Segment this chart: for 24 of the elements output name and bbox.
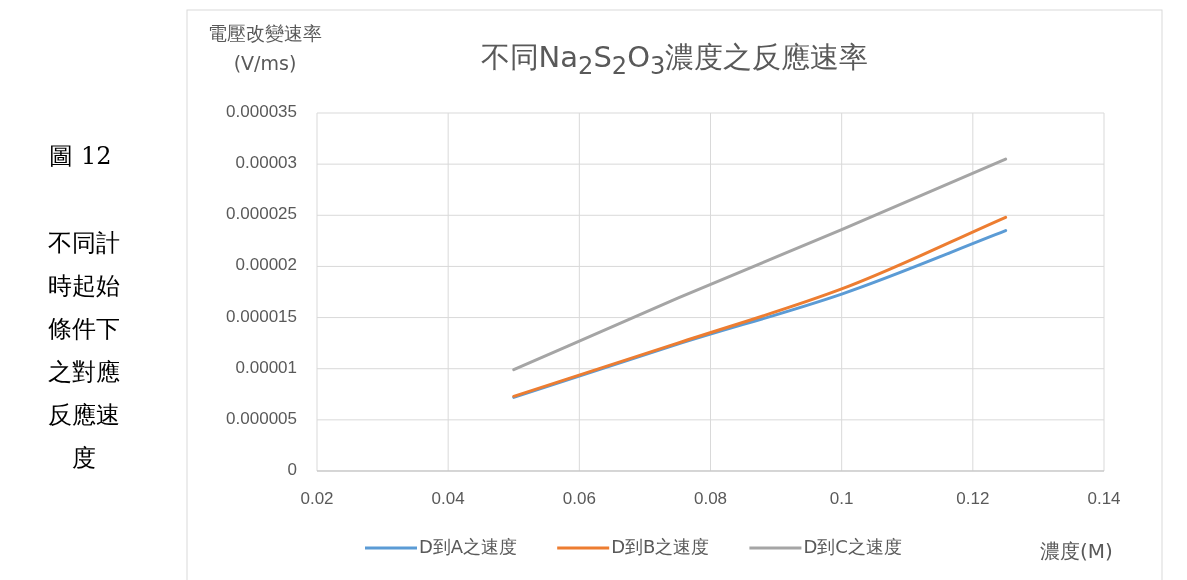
legend-label: D到C之速度 — [803, 535, 902, 559]
x-tick-label: 0.02 — [299, 489, 335, 509]
y-tick-label: 0.00001 — [234, 357, 297, 378]
chart-title: 不同Na$_{2}$S$_{2}$O$_{3}$濃度之反應速率 — [480, 40, 869, 80]
x-tick-label: 0.06 — [561, 489, 597, 509]
y-tick-label: 0.00003 — [234, 153, 297, 174]
y-tick-label: 0.000035 — [225, 102, 297, 122]
x-axis-title: 濃度(M) — [1040, 538, 1113, 565]
y-tick-label: 0.000005 — [225, 408, 297, 429]
legend-label: D到B之速度 — [611, 535, 710, 559]
legend-label: D到A之速度 — [419, 535, 518, 559]
line-series — [512, 157, 1008, 372]
y-tick-label: 0.000015 — [225, 306, 297, 327]
caption: 圖 12 — [48, 141, 113, 172]
x-tick-label: 0.04 — [430, 489, 466, 509]
x-tick-label: 0.1 — [828, 489, 855, 509]
x-tick-label: 0.14 — [1086, 489, 1122, 509]
y-tick-label: 0 — [286, 460, 297, 480]
y-axis-title: 電壓改變速率 (V/ms) — [207, 21, 323, 76]
y-tick-label: 0.000025 — [225, 204, 297, 225]
x-tick-label: 0.08 — [692, 489, 729, 509]
text: 不同計時起始條件下之對應反應速度 — [46, 228, 121, 474]
y-tick-label: 0.00002 — [234, 255, 297, 276]
x-tick-label: 0.12 — [955, 489, 991, 509]
